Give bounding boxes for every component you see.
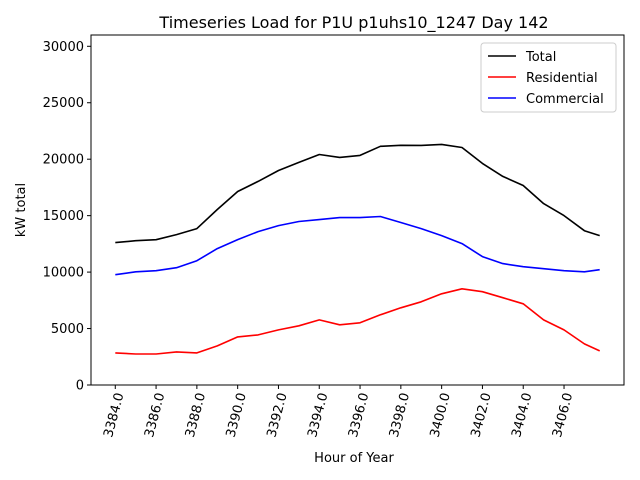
y-tick-label: 30000 — [43, 40, 84, 55]
legend-box — [480, 42, 617, 113]
x-tick-label: 3394.0 — [305, 391, 331, 439]
x-axis: 3384.0 3386.0 3388.0 3390.0 3392.0 3394.0 3396… — [101, 385, 576, 439]
x-tick-label: 3388.0 — [183, 391, 209, 439]
x-tick-label: 3396.0 — [346, 391, 372, 439]
x-axis-label: Hour of Year — [314, 451, 394, 466]
y-tick-label: 20000 — [43, 153, 84, 168]
x-tick-label: 3392.0 — [264, 391, 290, 439]
y-tick-label: 0 — [76, 379, 84, 394]
x-tick-label: 3406.0 — [550, 391, 576, 439]
legend-label-total: Total — [525, 50, 556, 65]
y-tick-label: 10000 — [43, 266, 84, 281]
plot-frame — [90, 34, 625, 386]
x-tick-label: 3400.0 — [428, 391, 454, 439]
x-tick-label: 3404.0 — [509, 391, 535, 439]
series-line-commercial — [115, 215, 600, 276]
y-tick-label: 25000 — [43, 96, 84, 111]
x-tick-label: 3402.0 — [468, 391, 494, 439]
legend: Total Residential Commercial — [480, 42, 617, 113]
y-tick-label: 15000 — [43, 209, 84, 224]
x-tick-label: 3386.0 — [142, 391, 168, 439]
y-axis-label: kW total — [14, 183, 29, 237]
chart-title: Timeseries Load for P1U p1uhs10_1247 Day… — [158, 13, 548, 33]
x-tick-label: 3390.0 — [224, 391, 250, 439]
legend-label-residential: Residential — [526, 71, 598, 86]
x-tick-label: 3384.0 — [101, 391, 127, 439]
series-line-total — [115, 143, 600, 244]
legend-label-commercial: Commercial — [526, 92, 604, 107]
y-axis: 0 5000 10000 15000 20000 25000 30000 — [43, 40, 91, 394]
x-tick-label: 3398.0 — [387, 391, 413, 439]
y-tick-label: 5000 — [51, 322, 84, 337]
series-line-residential — [115, 287, 601, 355]
